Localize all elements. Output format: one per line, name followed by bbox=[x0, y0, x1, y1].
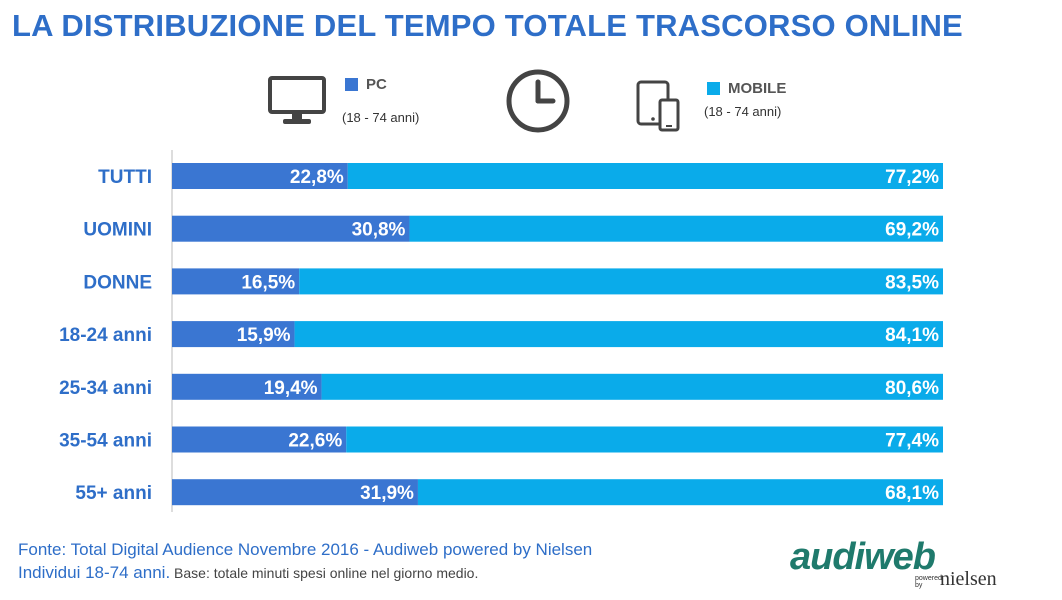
base-note-description: Base: totale minuti spesi online nel gio… bbox=[170, 565, 479, 581]
bar-mobile bbox=[347, 163, 944, 189]
logo-audiweb: audiweb bbox=[790, 536, 936, 578]
logo-powered-text: powered bbox=[915, 575, 942, 582]
legend-pc-label: PC bbox=[366, 76, 387, 93]
bar-pc bbox=[172, 321, 295, 348]
category-label: UOMINI bbox=[83, 220, 152, 241]
category-label: 25-34 anni bbox=[59, 378, 152, 399]
base-note-population: Individui 18-74 anni. bbox=[18, 563, 171, 582]
clock-icon bbox=[506, 69, 570, 133]
audiweb-nielsen-logo: audiweb powered by nielsen bbox=[790, 536, 1030, 596]
bar-pc bbox=[172, 268, 300, 295]
base-note: Individui 18-74 anni. Base: totale minut… bbox=[18, 563, 478, 583]
data-label-pc: 15,9% bbox=[237, 325, 291, 346]
data-label-mobile: 83,5% bbox=[885, 272, 939, 293]
legend-mobile: MOBILE bbox=[707, 80, 786, 97]
legend-pc-swatch bbox=[345, 78, 358, 91]
legend-mobile-label: MOBILE bbox=[728, 80, 787, 97]
data-label-mobile: 80,6% bbox=[885, 378, 939, 399]
legend-pc-note: (18 - 74 anni) bbox=[342, 110, 420, 125]
logo-nielsen: nielsen bbox=[940, 568, 997, 590]
bar-pc bbox=[172, 426, 347, 453]
category-label: TUTTI bbox=[98, 167, 152, 188]
bar-mobile bbox=[299, 268, 944, 295]
data-label-mobile: 84,1% bbox=[885, 325, 939, 346]
data-label-pc: 19,4% bbox=[264, 378, 318, 399]
bar-pc bbox=[172, 373, 322, 400]
data-label-pc: 30,8% bbox=[352, 220, 406, 241]
category-label: 18-24 anni bbox=[59, 325, 152, 346]
data-label-mobile: 77,4% bbox=[885, 431, 939, 452]
bar-pc bbox=[172, 215, 410, 242]
legend-mobile-note: (18 - 74 anni) bbox=[704, 104, 782, 119]
bar-pc bbox=[172, 479, 418, 506]
category-label: 55+ anni bbox=[75, 483, 152, 504]
data-label-mobile: 69,2% bbox=[885, 220, 939, 241]
legend-mobile-swatch bbox=[707, 82, 720, 95]
devices-icon bbox=[636, 80, 680, 132]
page-title: LA DISTRIBUZIONE DEL TEMPO TOTALE TRASCO… bbox=[12, 8, 963, 43]
bar-mobile bbox=[346, 426, 944, 453]
bar-mobile bbox=[417, 479, 944, 506]
category-label: DONNE bbox=[83, 272, 152, 293]
data-label-pc: 16,5% bbox=[241, 272, 295, 293]
data-label-pc: 22,8% bbox=[290, 167, 344, 188]
legend-pc: PC bbox=[345, 76, 387, 93]
data-label-pc: 31,9% bbox=[360, 483, 414, 504]
bar-mobile bbox=[321, 373, 944, 400]
data-label-mobile: 77,2% bbox=[885, 167, 939, 188]
category-label: 35-54 anni bbox=[59, 431, 152, 452]
data-label-pc: 22,6% bbox=[288, 431, 342, 452]
bar-mobile bbox=[294, 321, 943, 348]
logo-by-text: by bbox=[915, 582, 923, 589]
monitor-icon bbox=[268, 76, 326, 124]
bar-pc bbox=[172, 163, 348, 189]
data-label-mobile: 68,1% bbox=[885, 483, 939, 504]
stacked-bar-chart: TUTTI 22,8% 77,2% UOMINI 30,8% 69,2% DONNE 16,5… bbox=[59, 150, 944, 512]
source-note: Fonte: Total Digital Audience Novembre 2… bbox=[18, 540, 593, 559]
logo-powered-by: powered by bbox=[915, 575, 942, 589]
bar-mobile bbox=[409, 215, 943, 242]
